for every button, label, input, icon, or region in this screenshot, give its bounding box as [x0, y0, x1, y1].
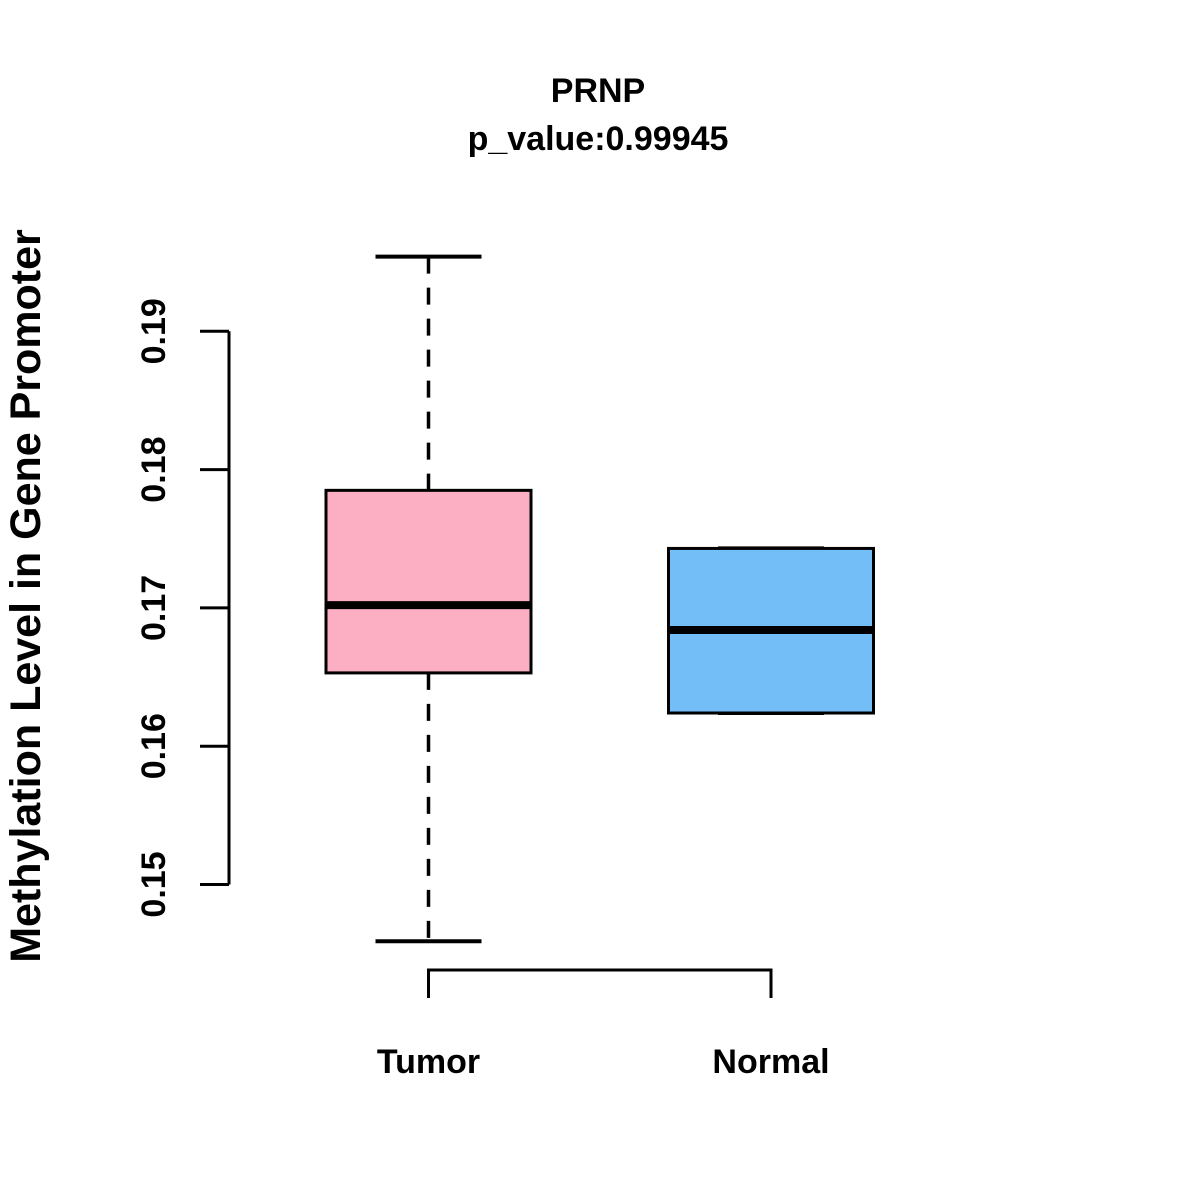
y-axis: 0.15 0.16 0.17 0.18 0.19 — [135, 298, 231, 918]
y-axis-tick-label: 0.18 — [135, 437, 173, 503]
chart-title: PRNP — [551, 72, 645, 110]
x-axis-bracket — [427, 968, 773, 998]
boxes-layer — [324, 254, 875, 944]
y-axis-tick-label: 0.15 — [135, 851, 173, 917]
x-axis-label-normal: Normal — [712, 1043, 829, 1081]
chart-subtitle: p_value:0.99945 — [468, 120, 729, 158]
y-axis-label: Methylation Level in Gene Promoter — [2, 229, 50, 963]
x-axis: Tumor Normal — [377, 968, 830, 1081]
y-axis-tick-label: 0.16 — [135, 713, 173, 779]
y-axis-tick-label: 0.19 — [135, 298, 173, 364]
y-axis-tick-label: 0.17 — [135, 575, 173, 641]
box-tumor — [324, 488, 533, 675]
x-axis-label-tumor: Tumor — [377, 1043, 480, 1081]
